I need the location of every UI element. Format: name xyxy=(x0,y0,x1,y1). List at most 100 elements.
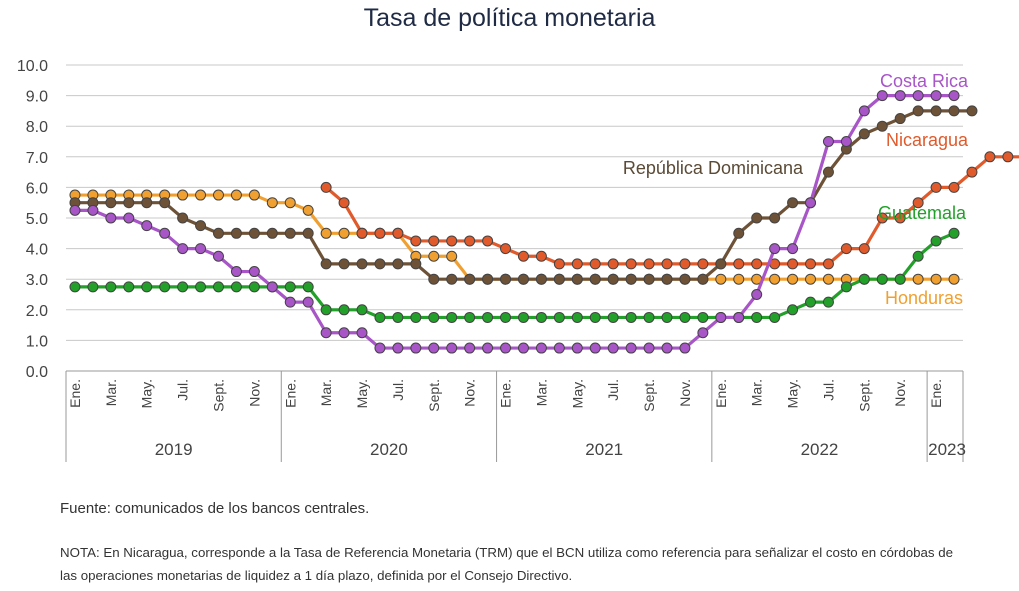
data-point xyxy=(195,220,207,232)
data-point xyxy=(805,273,817,285)
x-tick-label: Ene. xyxy=(498,379,514,408)
x-tick-label: Nov. xyxy=(462,379,478,407)
data-point xyxy=(356,304,368,316)
data-point xyxy=(248,227,260,239)
data-point xyxy=(195,189,207,201)
footnote: NOTA: En Nicaragua, corresponde a la Tas… xyxy=(60,545,954,583)
data-point xyxy=(697,327,709,339)
data-point xyxy=(284,227,296,239)
data-point xyxy=(248,281,260,293)
data-point xyxy=(769,212,781,224)
data-point xyxy=(87,281,99,293)
data-point xyxy=(177,212,189,224)
data-point xyxy=(948,273,960,285)
data-point xyxy=(679,342,691,354)
data-point xyxy=(195,243,207,255)
y-tick-label: 3.0 xyxy=(26,272,48,289)
series-label-costa-rica: Costa Rica xyxy=(880,71,969,91)
data-point xyxy=(858,128,870,140)
data-point xyxy=(428,235,440,247)
data-point xyxy=(284,296,296,308)
data-point xyxy=(105,197,117,209)
series-honduras xyxy=(69,189,960,285)
data-point xyxy=(105,212,117,224)
data-point xyxy=(356,227,368,239)
data-point xyxy=(697,273,709,285)
data-point xyxy=(912,105,924,117)
data-point xyxy=(697,311,709,323)
x-tick-label: May. xyxy=(569,379,585,408)
y-tick-label: 1.0 xyxy=(26,333,48,350)
data-point xyxy=(715,258,727,270)
data-point xyxy=(571,342,583,354)
x-tick-label: Ene. xyxy=(67,379,83,408)
data-point xyxy=(876,212,888,224)
series-labels: Costa Rica República Dominicana Nicaragua G… xyxy=(623,71,969,308)
data-point xyxy=(374,311,386,323)
data-point xyxy=(930,235,942,247)
data-point xyxy=(948,90,960,102)
year-label: 2022 xyxy=(801,440,839,459)
series-nicaragua xyxy=(320,151,1019,270)
data-point xyxy=(966,166,978,178)
data-point xyxy=(571,258,583,270)
data-point xyxy=(266,281,278,293)
data-point xyxy=(392,227,404,239)
data-point xyxy=(930,105,942,117)
year-label: 2019 xyxy=(155,440,193,459)
data-point xyxy=(912,250,924,262)
data-point xyxy=(248,189,260,201)
data-point xyxy=(356,327,368,339)
data-point xyxy=(625,342,637,354)
y-tick-label: 9.0 xyxy=(26,89,48,106)
data-point xyxy=(733,273,745,285)
data-point xyxy=(733,311,745,323)
data-point xyxy=(284,197,296,209)
data-point xyxy=(805,296,817,308)
data-point xyxy=(876,273,888,285)
data-point xyxy=(661,273,673,285)
data-point xyxy=(822,296,834,308)
data-point xyxy=(787,243,799,255)
data-point xyxy=(840,243,852,255)
data-point xyxy=(822,166,834,178)
data-point xyxy=(320,327,332,339)
data-point xyxy=(948,105,960,117)
data-point xyxy=(87,204,99,216)
data-point xyxy=(607,258,619,270)
source-note: Fuente: comunicados de los bancos centra… xyxy=(60,500,370,517)
data-point xyxy=(141,281,153,293)
data-point xyxy=(822,273,834,285)
data-point xyxy=(517,311,529,323)
series-line-nicaragua xyxy=(325,155,1019,266)
data-point xyxy=(589,342,601,354)
series-costa-rica xyxy=(69,90,960,354)
data-point xyxy=(428,311,440,323)
data-point xyxy=(177,243,189,255)
x-tick-label: May. xyxy=(139,379,155,408)
data-point xyxy=(912,197,924,209)
data-point xyxy=(446,342,458,354)
data-point xyxy=(535,311,547,323)
data-point xyxy=(284,281,296,293)
data-point xyxy=(338,227,350,239)
data-point xyxy=(930,90,942,102)
data-point xyxy=(751,311,763,323)
data-point xyxy=(464,342,476,354)
x-tick-label: Sept. xyxy=(426,379,442,412)
y-tick-label: 6.0 xyxy=(26,180,48,197)
data-point xyxy=(751,212,763,224)
data-point xyxy=(894,113,906,125)
data-point xyxy=(535,342,547,354)
x-tick-label: Ene. xyxy=(928,379,944,408)
data-point xyxy=(230,227,242,239)
series-label-honduras: Honduras xyxy=(885,288,963,308)
data-point xyxy=(930,181,942,193)
data-point xyxy=(571,311,583,323)
data-point xyxy=(858,273,870,285)
data-point xyxy=(751,289,763,300)
data-point xyxy=(159,281,171,293)
series-line-guatemala xyxy=(74,231,955,320)
data-point xyxy=(553,258,565,270)
x-tick-label: Mar. xyxy=(103,379,119,406)
